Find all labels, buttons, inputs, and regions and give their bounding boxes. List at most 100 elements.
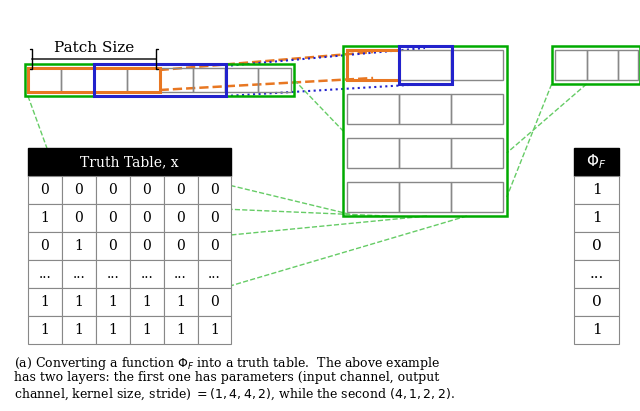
Text: 0: 0	[108, 211, 117, 225]
Bar	[573, 176, 620, 204]
Bar	[96, 260, 130, 288]
Text: 0: 0	[176, 183, 185, 197]
Text: 0: 0	[176, 239, 185, 253]
Text: ...: ...	[589, 267, 604, 281]
Bar	[25, 64, 294, 96]
Text: 0: 0	[591, 295, 602, 309]
Bar	[399, 50, 451, 80]
Text: 1: 1	[142, 323, 151, 337]
Bar	[225, 68, 259, 92]
Bar	[28, 288, 62, 316]
Bar	[127, 68, 159, 92]
Bar	[159, 68, 193, 92]
Bar	[259, 68, 291, 92]
Bar	[399, 182, 451, 212]
Bar	[130, 260, 164, 288]
Bar	[96, 232, 130, 260]
Text: 1: 1	[40, 295, 49, 309]
Bar	[347, 94, 399, 124]
Bar	[130, 288, 164, 316]
Bar	[451, 50, 503, 80]
Bar	[573, 232, 620, 260]
Bar	[96, 204, 130, 232]
Bar	[61, 68, 94, 92]
Bar	[96, 176, 130, 204]
Text: 0: 0	[142, 239, 151, 253]
Bar	[198, 176, 232, 204]
Bar	[62, 288, 96, 316]
Text: 1: 1	[108, 323, 117, 337]
Text: 1: 1	[591, 323, 602, 337]
Text: 1: 1	[176, 323, 185, 337]
Bar	[164, 288, 198, 316]
Bar	[347, 138, 399, 168]
Bar	[164, 204, 198, 232]
Bar	[618, 50, 637, 80]
Text: 0: 0	[40, 239, 49, 253]
Text: 0: 0	[74, 183, 83, 197]
Text: 0: 0	[142, 183, 151, 197]
Text: 0: 0	[74, 211, 83, 225]
Text: 0: 0	[108, 183, 117, 197]
Bar	[573, 260, 620, 288]
Bar	[62, 260, 96, 288]
Bar	[193, 68, 225, 92]
Text: 1: 1	[591, 211, 602, 225]
Bar	[573, 288, 620, 316]
Bar	[28, 68, 61, 92]
Bar	[587, 50, 618, 80]
Bar	[62, 204, 96, 232]
Bar	[573, 204, 620, 232]
Text: 0: 0	[210, 239, 219, 253]
Bar	[573, 316, 620, 344]
Text: 0: 0	[142, 211, 151, 225]
Bar	[62, 176, 96, 204]
Text: 1: 1	[108, 295, 117, 309]
Text: 1: 1	[210, 323, 219, 337]
Text: 0: 0	[210, 295, 219, 309]
Bar	[28, 204, 62, 232]
Text: ...: ...	[106, 267, 119, 281]
Text: ...: ...	[174, 267, 187, 281]
Bar	[28, 316, 62, 344]
Text: 1: 1	[142, 295, 151, 309]
Bar	[198, 288, 232, 316]
Bar	[28, 148, 232, 176]
Bar	[130, 316, 164, 344]
Text: 0: 0	[40, 183, 49, 197]
Bar	[573, 148, 620, 176]
Bar	[399, 138, 451, 168]
Bar	[28, 260, 62, 288]
Text: 0: 0	[108, 239, 117, 253]
Text: 1: 1	[74, 239, 83, 253]
Bar	[347, 50, 399, 80]
Bar	[198, 204, 232, 232]
Text: 1: 1	[40, 211, 49, 225]
Bar	[347, 50, 399, 80]
Bar	[94, 68, 127, 92]
Text: Truth Table, x: Truth Table, x	[81, 155, 179, 169]
Text: Patch Size: Patch Size	[54, 41, 134, 55]
Bar	[198, 260, 232, 288]
Text: $\Phi_F$: $\Phi_F$	[586, 152, 607, 171]
Text: 1: 1	[74, 295, 83, 309]
Bar	[130, 176, 164, 204]
Text: (a) Converting a function $\Phi_F$ into a truth table.  The above example: (a) Converting a function $\Phi_F$ into …	[14, 355, 440, 372]
Bar	[164, 316, 198, 344]
Text: 1: 1	[176, 295, 185, 309]
Text: 0: 0	[176, 211, 185, 225]
Bar	[130, 204, 164, 232]
Bar	[28, 68, 159, 92]
Bar	[130, 232, 164, 260]
Bar	[164, 232, 198, 260]
Bar	[96, 288, 130, 316]
Bar	[555, 50, 587, 80]
Bar	[451, 94, 503, 124]
Bar	[164, 176, 198, 204]
Text: ...: ...	[140, 267, 153, 281]
Bar	[198, 232, 232, 260]
Text: ...: ...	[72, 267, 85, 281]
Text: 0: 0	[591, 239, 602, 253]
Text: 0: 0	[210, 183, 219, 197]
Bar	[198, 316, 232, 344]
